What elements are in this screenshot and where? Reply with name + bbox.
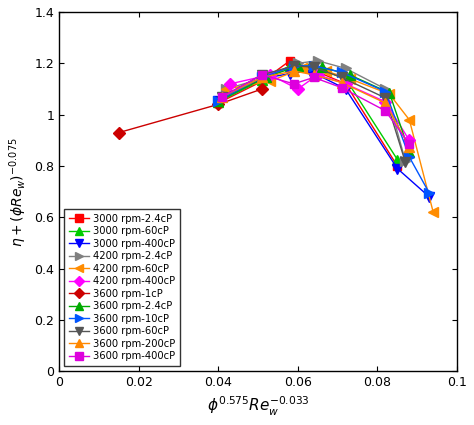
4200 rpm-400cP (267, 72, 273, 77)
Line: 3600 rpm-200cP: 3600 rpm-200cP (218, 66, 414, 152)
3600 rpm-200cP (259, 75, 265, 80)
3600 rpm-200cP (383, 101, 388, 106)
4200 rpm-400cP (228, 81, 233, 86)
4200 rpm-2.4cP (402, 159, 408, 164)
Line: 3600 rpm-60cP: 3600 rpm-60cP (218, 61, 410, 167)
Line: 4200 rpm-2.4cP: 4200 rpm-2.4cP (221, 56, 410, 166)
3000 rpm-400cP (343, 86, 348, 91)
Line: 3600 rpm-400cP: 3600 rpm-400cP (218, 71, 413, 148)
3600 rpm-10cP (291, 63, 297, 68)
3000 rpm-400cP (307, 68, 313, 74)
Line: 3000 rpm-60cP: 3000 rpm-60cP (213, 61, 402, 164)
3600 rpm-60cP (383, 96, 388, 101)
3600 rpm-10cP (311, 63, 317, 68)
3600 rpm-2.4cP (263, 75, 269, 80)
3600 rpm-200cP (339, 80, 345, 85)
4200 rpm-400cP (295, 86, 301, 91)
Line: 3000 rpm-400cP: 3000 rpm-400cP (213, 66, 434, 202)
3600 rpm-400cP (291, 81, 297, 86)
X-axis label: $\phi^{0.575}Re_w^{-0.033}$: $\phi^{0.575}Re_w^{-0.033}$ (207, 395, 310, 418)
3000 rpm-60cP (259, 77, 265, 82)
3600 rpm-2.4cP (295, 63, 301, 68)
3000 rpm-2.4cP (287, 58, 293, 63)
4200 rpm-400cP (407, 138, 412, 143)
3600 rpm-10cP (215, 98, 221, 103)
3600 rpm-60cP (402, 160, 408, 165)
4200 rpm-60cP (267, 79, 273, 84)
4200 rpm-2.4cP (383, 86, 388, 91)
3600 rpm-200cP (219, 94, 225, 99)
Line: 3000 rpm-2.4cP: 3000 rpm-2.4cP (214, 57, 401, 170)
3600 rpm-2.4cP (319, 65, 325, 70)
4200 rpm-2.4cP (295, 61, 301, 66)
3600 rpm-1cP (116, 130, 121, 135)
4200 rpm-60cP (223, 86, 229, 91)
4200 rpm-60cP (407, 117, 412, 122)
3000 rpm-60cP (287, 63, 293, 68)
3600 rpm-2.4cP (407, 149, 412, 154)
4200 rpm-60cP (299, 66, 305, 71)
3000 rpm-60cP (343, 76, 348, 81)
3600 rpm-10cP (427, 190, 432, 196)
3000 rpm-400cP (259, 76, 265, 81)
3600 rpm-10cP (407, 154, 412, 159)
3600 rpm-200cP (291, 68, 297, 74)
3600 rpm-200cP (311, 72, 317, 77)
4200 rpm-400cP (315, 72, 320, 77)
3600 rpm-10cP (339, 70, 345, 75)
3000 rpm-400cP (287, 71, 293, 76)
3600 rpm-400cP (407, 142, 412, 147)
3000 rpm-2.4cP (259, 79, 265, 84)
3600 rpm-400cP (311, 75, 317, 80)
Line: 4200 rpm-400cP: 4200 rpm-400cP (226, 71, 413, 144)
3000 rpm-60cP (215, 99, 221, 105)
3600 rpm-10cP (383, 89, 388, 94)
4200 rpm-60cP (387, 91, 392, 96)
Y-axis label: $\eta + (\phi Re_w)^{-0.075}$: $\eta + (\phi Re_w)^{-0.075}$ (7, 137, 28, 246)
Line: 3600 rpm-10cP: 3600 rpm-10cP (213, 61, 434, 198)
3600 rpm-60cP (259, 72, 265, 77)
4200 rpm-400cP (383, 99, 388, 105)
3600 rpm-60cP (291, 63, 297, 68)
3600 rpm-1cP (259, 86, 265, 91)
3000 rpm-400cP (427, 194, 432, 199)
3600 rpm-400cP (219, 94, 225, 99)
Line: 4200 rpm-60cP: 4200 rpm-60cP (221, 64, 438, 217)
4200 rpm-2.4cP (263, 75, 269, 80)
3600 rpm-60cP (311, 65, 317, 70)
3600 rpm-10cP (259, 75, 265, 80)
3000 rpm-2.4cP (307, 66, 313, 71)
4200 rpm-60cP (430, 210, 436, 215)
3600 rpm-200cP (407, 144, 412, 149)
4200 rpm-2.4cP (343, 66, 348, 71)
3000 rpm-400cP (215, 98, 221, 103)
Line: 3600 rpm-2.4cP: 3600 rpm-2.4cP (213, 61, 414, 157)
3000 rpm-400cP (394, 166, 400, 171)
Line: 3600 rpm-1cP: 3600 rpm-1cP (115, 85, 266, 137)
3600 rpm-2.4cP (347, 72, 353, 77)
Legend: 3000 rpm-2.4cP, 3000 rpm-60cP, 3000 rpm-400cP, 4200 rpm-2.4cP, 4200 rpm-60cP, 42: 3000 rpm-2.4cP, 3000 rpm-60cP, 3000 rpm-… (64, 209, 180, 366)
3000 rpm-60cP (394, 157, 400, 162)
4200 rpm-2.4cP (315, 58, 320, 63)
3600 rpm-400cP (383, 108, 388, 113)
4200 rpm-60cP (323, 68, 328, 74)
3000 rpm-60cP (307, 63, 313, 68)
4200 rpm-60cP (347, 76, 353, 81)
4200 rpm-2.4cP (223, 86, 229, 91)
3600 rpm-60cP (339, 75, 345, 80)
3600 rpm-400cP (339, 85, 345, 90)
3000 rpm-2.4cP (394, 164, 400, 169)
3000 rpm-2.4cP (343, 81, 348, 86)
3600 rpm-2.4cP (387, 90, 392, 95)
4200 rpm-400cP (343, 81, 348, 86)
3000 rpm-2.4cP (215, 101, 221, 106)
3600 rpm-400cP (259, 72, 265, 77)
3600 rpm-60cP (219, 94, 225, 99)
3600 rpm-2.4cP (215, 98, 221, 103)
3600 rpm-1cP (215, 102, 221, 107)
